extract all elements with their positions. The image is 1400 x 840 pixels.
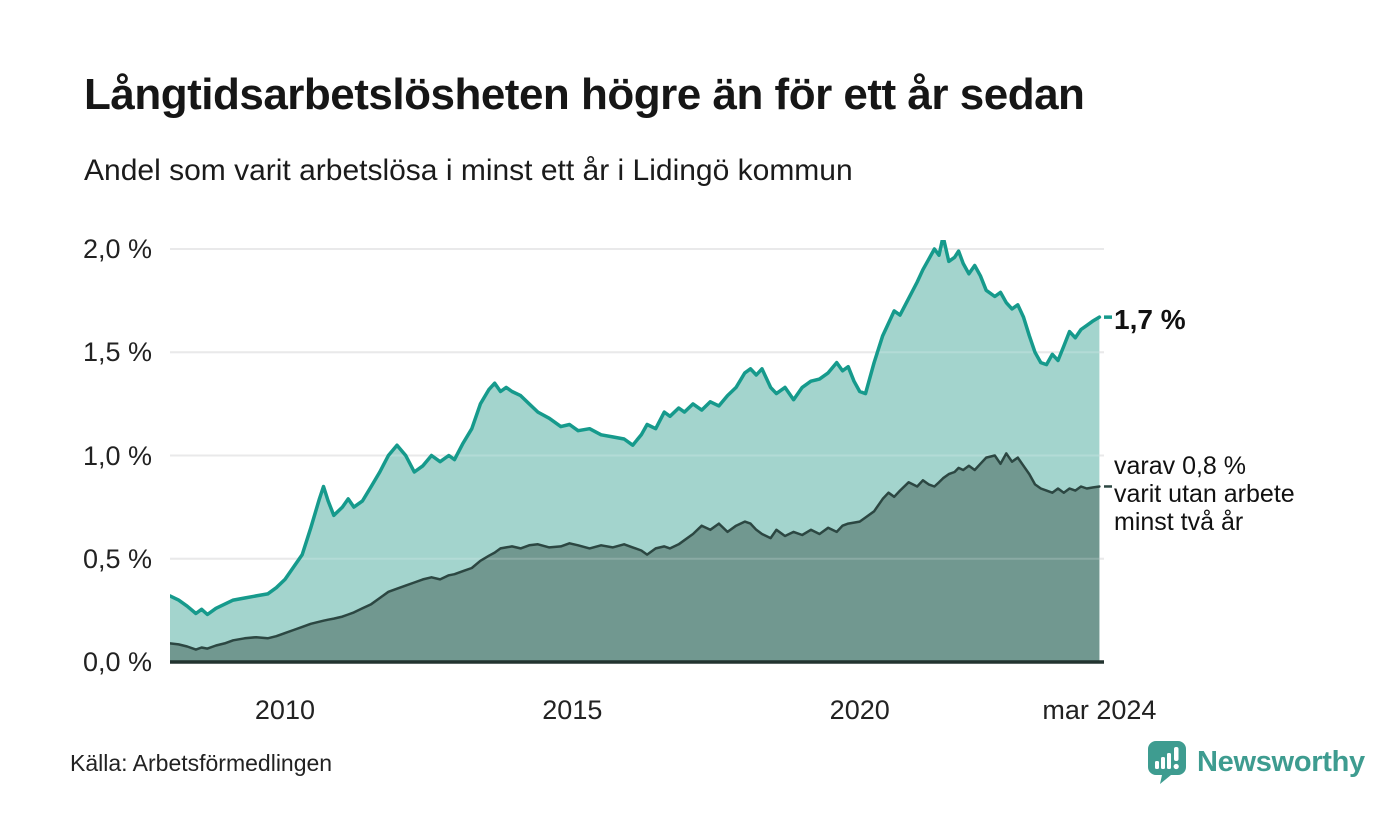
subset-line (170, 452, 1101, 651)
subset-end-value-label: varav 0,8 % varit utan arbete minst två år (1114, 452, 1295, 536)
source-note: Källa: Arbetsförmedlingen (70, 750, 333, 776)
chart-title: Långtidsarbetslösheten högre än för ett … (84, 70, 1085, 119)
y-tick-label: 0,5 % (82, 543, 152, 574)
bar-chart-speech-bubble-icon (1148, 741, 1186, 784)
y-tick-label: 0,0 % (82, 647, 152, 677)
area-chart (170, 240, 1112, 664)
newsworthy-wordmark: Newsworthy (1197, 746, 1365, 778)
subset-area-fill (170, 453, 1100, 662)
chart-subtitle: Andel som varit arbetslösa i minst ett å… (84, 154, 853, 187)
x-tick-label: 2020 (829, 695, 890, 725)
subset-end-value-label-line: varav 0,8 % (1114, 452, 1247, 480)
y-tick-label: 1,0 % (82, 440, 152, 471)
y-tick-label: 2,0 % (82, 234, 152, 264)
y-tick-label: 1,5 % (82, 337, 152, 368)
x-tick-label: 2015 (542, 695, 603, 725)
total-end-value-label: 1,7 % (1114, 304, 1186, 335)
x-tick-label: mar 2024 (1042, 695, 1157, 725)
x-tick-label: 2010 (254, 695, 315, 725)
total-line (170, 240, 1102, 617)
subset-end-value-label-line: minst två år (1114, 508, 1244, 536)
subset-end-value-label-line: varit utan arbete (1114, 480, 1295, 508)
newsworthy-logo: Newsworthy (1147, 740, 1365, 788)
